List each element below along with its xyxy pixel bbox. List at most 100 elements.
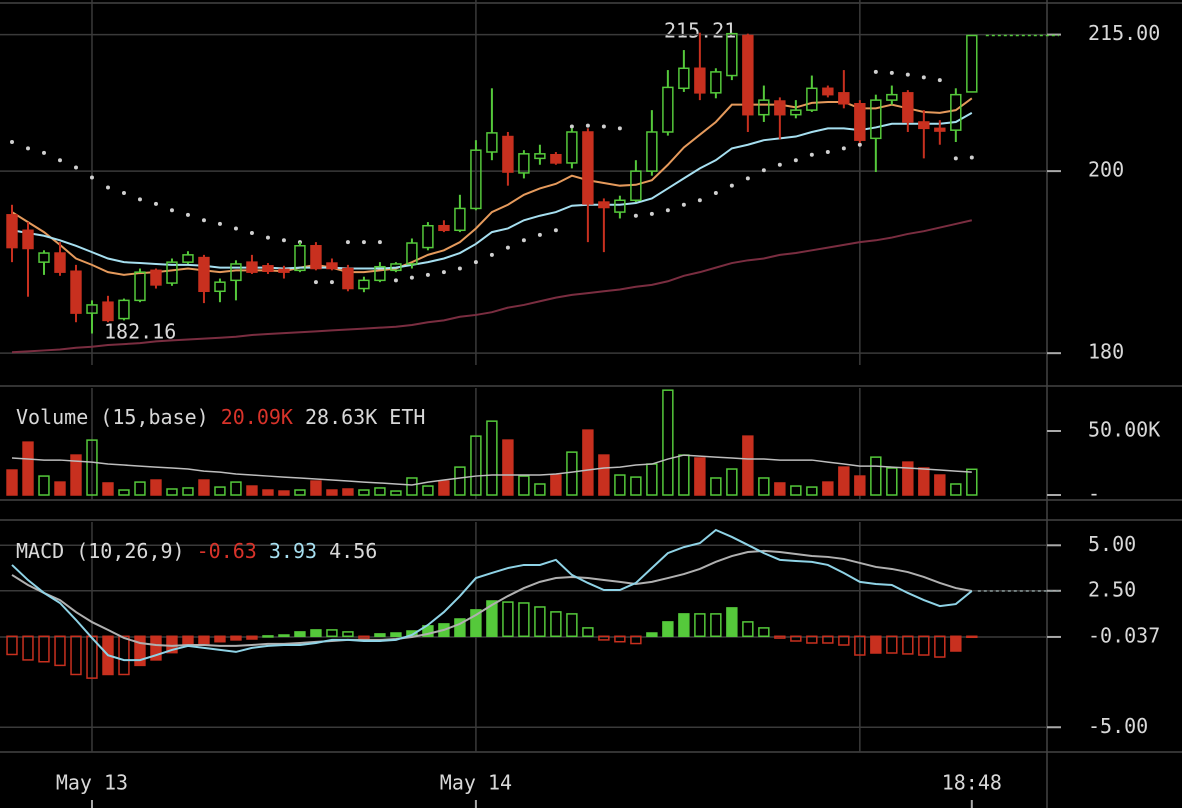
macd-histogram-bar <box>38 635 50 663</box>
macd-histogram-bar <box>854 635 866 656</box>
candle-body <box>646 131 658 172</box>
macd-histogram-bar <box>662 621 674 638</box>
candle-body <box>902 92 914 123</box>
sar-dot <box>105 185 110 190</box>
sar-dot <box>953 156 958 161</box>
macd-histogram-bar <box>70 635 82 676</box>
sar-dot <box>697 198 702 203</box>
candle-body <box>566 131 578 164</box>
volume-bar <box>118 489 130 496</box>
macd-histogram-bar <box>342 631 354 638</box>
sar-dot <box>249 231 254 236</box>
sar-dot <box>217 221 222 226</box>
volume-bar <box>710 477 722 496</box>
volume-bar <box>630 476 642 496</box>
sar-dot <box>473 260 478 265</box>
volume-bar <box>822 481 834 496</box>
volume-bar <box>214 486 226 496</box>
sar-dot <box>665 208 670 213</box>
volume-bar <box>774 482 786 496</box>
candle-body <box>486 132 498 153</box>
sar-dot <box>569 124 574 129</box>
sar-dot <box>505 245 510 250</box>
macd-histogram-bar <box>870 635 882 654</box>
volume-bar <box>758 477 770 496</box>
candle-body <box>422 224 434 249</box>
volume-bar <box>566 451 578 496</box>
y-tick-label: - <box>1088 482 1100 506</box>
sar-dot <box>825 150 830 155</box>
sar-dot <box>441 270 446 275</box>
volume-bar <box>662 389 674 496</box>
panel-header: MACD (10,26,9) -0.63 3.93 4.56 <box>16 539 377 563</box>
candle-body <box>38 252 50 263</box>
panel-header: Volume (15,base) 20.09K 28.63K ETH <box>16 405 425 429</box>
candle-body <box>358 279 370 290</box>
candle-body <box>294 245 306 272</box>
candle-body <box>934 127 946 132</box>
panel-title: MACD (10,26,9) <box>16 539 185 563</box>
candle-body <box>134 271 146 302</box>
x-tick-label: May 13 <box>56 771 128 795</box>
panel-readout: 20.09K <box>221 405 293 429</box>
sar-dot <box>313 280 318 285</box>
volume-bar <box>598 454 610 496</box>
macd-histogram-bar <box>534 606 546 638</box>
sar-dot <box>969 155 974 160</box>
y-tick-label: 180 <box>1088 340 1124 364</box>
candle-body <box>150 269 162 286</box>
sar-dot <box>921 75 926 80</box>
macd-histogram-bar <box>950 635 962 652</box>
volume-bar <box>486 420 498 496</box>
candle-body <box>278 268 290 273</box>
volume-bar <box>406 477 418 496</box>
candle-body <box>582 131 594 205</box>
macd-histogram-bar <box>902 635 914 655</box>
candle-body <box>758 99 770 116</box>
volume-bar <box>182 487 194 496</box>
macd-histogram-bar <box>198 635 210 645</box>
candle-body <box>790 109 802 116</box>
candle-body <box>342 267 354 290</box>
volume-bar <box>614 474 626 496</box>
candle-body <box>854 103 866 141</box>
macd-histogram-bar <box>678 613 690 638</box>
candle-body <box>326 262 338 270</box>
candle-body <box>454 207 466 232</box>
volume-bar <box>38 475 50 496</box>
sar-dot <box>41 150 46 155</box>
sar-dot <box>121 190 126 195</box>
sar-dot <box>265 235 270 240</box>
candle-body <box>214 281 226 293</box>
sar-dot <box>537 232 542 237</box>
macd-histogram-bar <box>278 634 290 638</box>
candle-body <box>630 170 642 201</box>
candle-body <box>662 86 674 133</box>
volume-bar <box>358 489 370 496</box>
macd-histogram-bar <box>630 635 642 645</box>
candle-body <box>198 256 210 293</box>
panel-readout: 4.56 <box>329 539 377 563</box>
candle-body <box>694 67 706 94</box>
candle-body <box>118 299 130 320</box>
macd-histogram-bar <box>822 635 834 644</box>
macd-histogram-bar <box>694 613 706 638</box>
panel-readout: 3.93 <box>269 539 317 563</box>
candle-body <box>102 301 114 322</box>
y-tick-label: -0.037 <box>1088 623 1160 647</box>
candle-body <box>70 270 82 314</box>
volume-bar <box>438 480 450 496</box>
sar-dot <box>841 146 846 151</box>
candle-body <box>822 87 834 96</box>
volume-bar <box>742 435 754 496</box>
y-tick-label: 200 <box>1088 158 1124 182</box>
moving-average <box>11 111 973 270</box>
candle-body <box>262 265 274 272</box>
macd-histogram-bar <box>22 635 34 661</box>
sar-dot <box>745 176 750 181</box>
macd-histogram-bar <box>598 635 610 641</box>
volume-bar <box>838 466 850 496</box>
candle-body <box>182 254 194 263</box>
volume-bar <box>54 481 66 496</box>
low-annotation: 182.16 <box>104 320 176 344</box>
